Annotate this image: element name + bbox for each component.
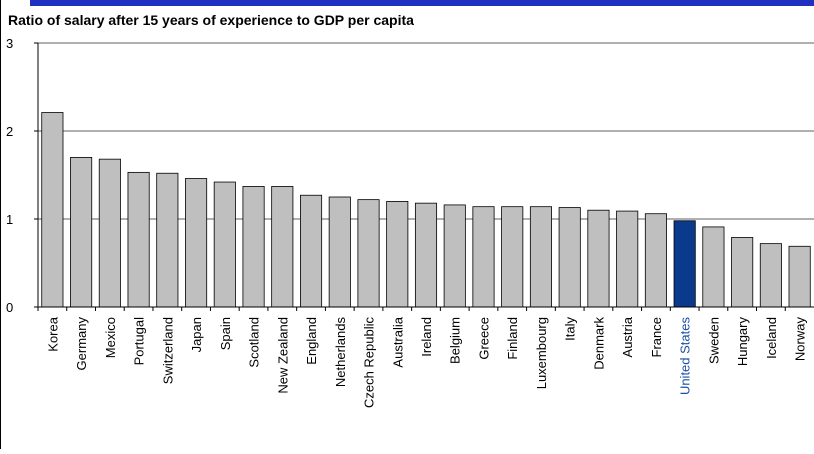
bar (759, 243, 782, 308)
y-axis: 0 1 2 3 (6, 36, 39, 315)
bar (443, 204, 466, 308)
category-label: New Zealand (275, 317, 290, 394)
bars (41, 112, 811, 308)
bar (70, 156, 93, 308)
category-label: Ireland (419, 317, 434, 357)
category-label: Netherlands (333, 317, 348, 388)
bar (213, 181, 236, 308)
bar (242, 186, 265, 308)
category-label: France (649, 317, 664, 357)
cropped-header-strip (30, 0, 814, 6)
bar (616, 210, 639, 308)
bar (702, 226, 725, 308)
category-label: Switzerland (160, 317, 175, 384)
category-label: Hungary (735, 317, 750, 367)
gridlines (38, 42, 814, 220)
category-label: Norway (793, 317, 808, 362)
bar (673, 220, 696, 308)
bar (185, 178, 208, 308)
y-tick-label: 1 (6, 212, 13, 227)
bar (127, 171, 150, 308)
category-label: Denmark (591, 317, 606, 370)
bar (644, 213, 667, 308)
category-label: Iceland (764, 317, 779, 359)
bar (501, 206, 524, 308)
category-label: Czech Republic (362, 317, 377, 409)
category-label: Finland (505, 317, 520, 360)
bar (386, 200, 409, 308)
y-tick-label: 2 (6, 124, 13, 139)
bar (414, 202, 438, 308)
category-label: England (304, 317, 319, 365)
category-label: Sweden (706, 317, 721, 364)
category-label: United States (678, 317, 693, 396)
y-tick-label: 3 (6, 36, 13, 51)
bar (529, 206, 552, 308)
category-label: Austria (620, 316, 635, 357)
category-label: Portugal (132, 317, 147, 366)
bar (587, 209, 610, 308)
category-label: Luxembourg (534, 317, 549, 389)
bar (328, 196, 351, 308)
bar (41, 112, 64, 308)
category-label: Belgium (448, 317, 463, 364)
bar (357, 199, 380, 308)
bar (472, 206, 495, 308)
bar (271, 186, 294, 308)
bar (558, 207, 581, 308)
category-label: Italy (563, 317, 578, 341)
bar (156, 172, 179, 308)
category-label: Mexico (103, 317, 118, 358)
bar (300, 194, 323, 308)
category-label: Spain (218, 317, 233, 350)
bar (788, 245, 811, 308)
category-label: Australia (390, 316, 405, 367)
bar (98, 158, 121, 308)
bar (731, 237, 754, 308)
category-labels: Korea Germany Mexico Portugal Switzerland Jap… (45, 316, 807, 408)
y-tick-label: 0 (6, 300, 13, 315)
x-tick-marks (37, 307, 786, 311)
category-label: Greece (476, 317, 491, 360)
category-label: Japan (189, 317, 204, 352)
category-label: Germany (74, 317, 89, 371)
category-label: Scotland (247, 317, 262, 368)
chart-title: Ratio of salary after 15 years of experi… (8, 12, 414, 28)
category-label: Korea (45, 316, 60, 351)
